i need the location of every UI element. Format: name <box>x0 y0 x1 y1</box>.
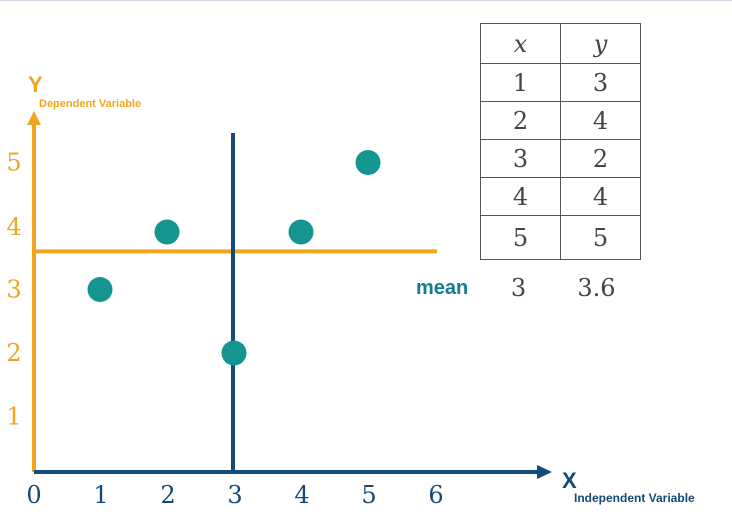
table-header-y: y <box>560 23 641 64</box>
y-tick-label: 3 <box>6 276 21 304</box>
table-row: 2 4 <box>480 101 641 140</box>
data-point <box>154 219 180 245</box>
table-cell-y: 3 <box>560 63 641 102</box>
table-header-x: x <box>480 23 561 64</box>
data-point <box>221 340 247 366</box>
table-cell-x: 5 <box>480 215 561 260</box>
y-axis-title: Y <box>28 72 43 97</box>
table-row: 1 3 <box>480 63 641 102</box>
table-cell-x: 4 <box>480 177 561 216</box>
top-divider <box>0 0 732 1</box>
x-tick-label: 3 <box>227 481 242 509</box>
mean-y-value: 3.6 <box>577 274 616 302</box>
mean-x-value: 3 <box>510 274 527 302</box>
y-tick-label: 1 <box>6 403 21 431</box>
y-tick-label: 4 <box>6 213 21 241</box>
y-tick-label: 2 <box>6 339 21 367</box>
table-row: 4 4 <box>480 177 641 216</box>
y-axis-arrow <box>27 111 41 125</box>
x-tick-label: 4 <box>294 481 309 509</box>
x-tick-label: 0 <box>26 481 41 509</box>
x-axis-title: X <box>562 468 577 493</box>
data-table: x y 1 3 2 4 3 2 4 4 5 5 <box>480 23 641 260</box>
table-row: 3 2 <box>480 139 641 178</box>
x-tick-label: 1 <box>93 481 108 509</box>
x-axis-arrow <box>537 465 552 479</box>
x-axis-subtitle: Independent Variable <box>574 491 695 505</box>
x-tick-label: 6 <box>428 481 443 509</box>
y-axis-subtitle: Dependent Variable <box>39 98 141 110</box>
table-cell-x: 1 <box>480 63 561 102</box>
data-point <box>87 277 113 302</box>
x-tick-label: 5 <box>361 481 376 509</box>
x-tick-label: 2 <box>160 481 175 509</box>
table-cell-x: 3 <box>480 139 561 178</box>
table-cell-y: 2 <box>560 139 641 178</box>
mean-label: mean <box>416 277 469 299</box>
table-header-row: x y <box>480 23 641 64</box>
table-cell-y: 5 <box>560 215 641 260</box>
table-cell-x: 2 <box>480 101 561 140</box>
data-point <box>288 219 314 245</box>
y-tick-label: 5 <box>6 149 21 177</box>
table-row: 5 5 <box>480 215 641 260</box>
table-cell-y: 4 <box>560 101 641 140</box>
data-point <box>355 150 381 175</box>
table-cell-y: 4 <box>560 177 641 216</box>
